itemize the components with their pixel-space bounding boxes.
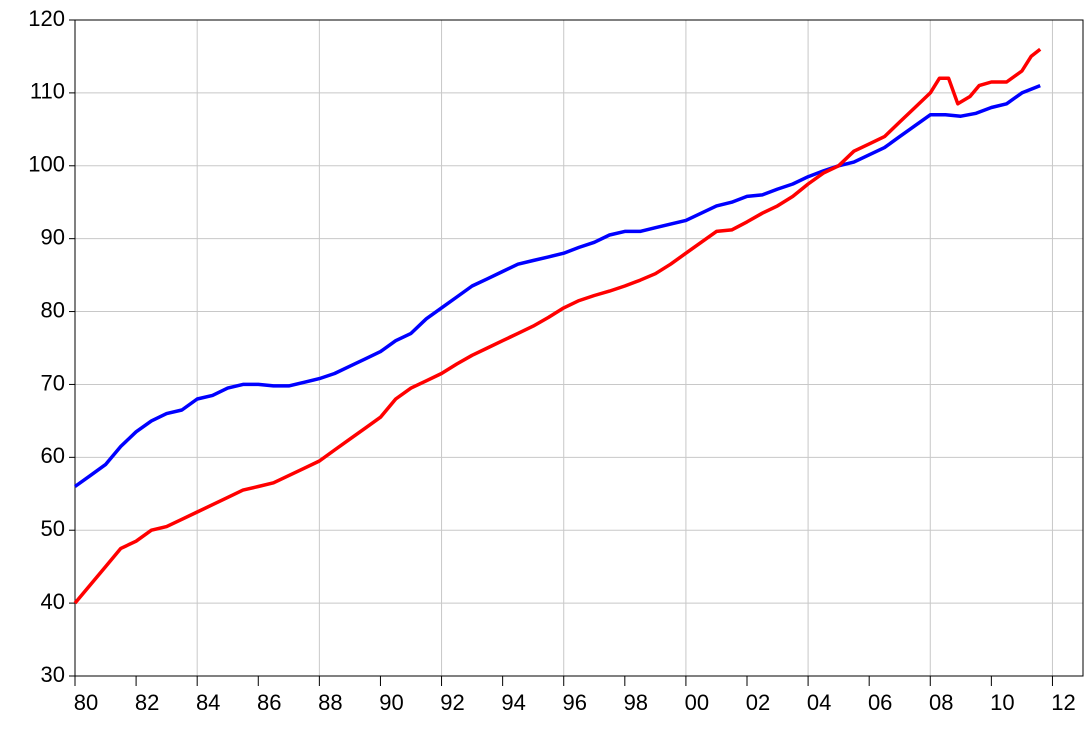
x-tick-label: 80 [74,690,98,715]
x-tick-label: 06 [868,690,892,715]
x-tick-label: 92 [440,690,464,715]
x-tick-label: 00 [685,690,709,715]
x-tick-label: 90 [379,690,403,715]
x-tick-label: 86 [257,690,281,715]
plot-frame [74,19,1084,677]
y-tick-label: 60 [41,443,65,468]
y-tick-label: 30 [41,662,65,687]
y-tick-label: 100 [28,152,65,177]
x-tick-label: 08 [929,690,953,715]
x-tick-label: 88 [318,690,342,715]
y-tick-label: 90 [41,224,65,249]
x-tick-label: 94 [501,690,525,715]
y-tick-label: 110 [30,79,65,104]
y-tick-label: 50 [41,516,65,541]
x-tick-label: 96 [562,690,586,715]
x-tick-label: 98 [624,690,648,715]
x-tick-label: 04 [807,690,831,715]
line-series [73,83,1041,488]
x-tick-label: 02 [746,690,770,715]
line-series [73,47,1042,605]
x-tick-label: 10 [990,690,1014,715]
y-tick-label: 70 [41,370,65,395]
y-tick-label: 80 [41,297,65,322]
y-tick-label: 120 [28,6,65,31]
x-tick-label: 82 [135,690,159,715]
y-tick-label: 40 [41,589,65,614]
x-tick-label: 84 [196,690,220,715]
x-tick-label: 12 [1051,690,1075,715]
